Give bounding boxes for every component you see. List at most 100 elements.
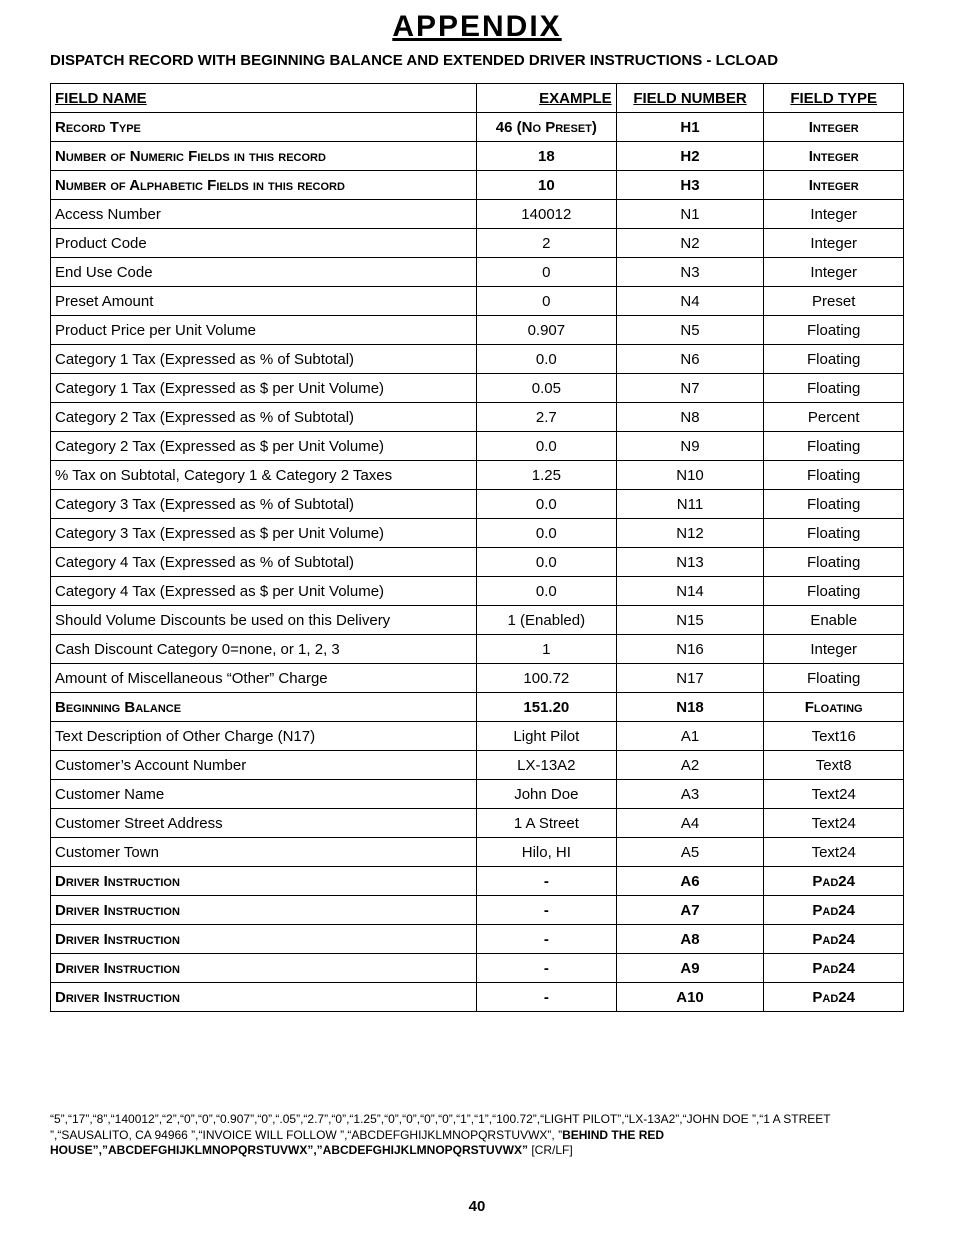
cell-example: Hilo, HI	[477, 838, 617, 867]
cell-type: Floating	[764, 461, 904, 490]
page-title: APPENDIX	[50, 10, 904, 44]
table-row: Should Volume Discounts be used on this …	[51, 606, 904, 635]
cell-name: Category 1 Tax (Expressed as % of Subtot…	[51, 345, 477, 374]
cell-name: Category 2 Tax (Expressed as % of Subtot…	[51, 403, 477, 432]
cell-num: A9	[616, 954, 764, 983]
table-row: Number of Alphabetic Fields in this reco…	[51, 171, 904, 200]
cell-name: Access Number	[51, 200, 477, 229]
cell-num: N10	[616, 461, 764, 490]
cell-num: H1	[616, 113, 764, 142]
cell-type: Floating	[764, 664, 904, 693]
cell-example: 100.72	[477, 664, 617, 693]
cell-num: A1	[616, 722, 764, 751]
cell-num: A5	[616, 838, 764, 867]
table-row: Category 3 Tax (Expressed as $ per Unit …	[51, 519, 904, 548]
cell-name: Product Price per Unit Volume	[51, 316, 477, 345]
cell-example: John Doe	[477, 780, 617, 809]
col-field-type: FIELD TYPE	[764, 84, 904, 113]
cell-type: Text8	[764, 751, 904, 780]
cell-num: N15	[616, 606, 764, 635]
cell-num: N2	[616, 229, 764, 258]
cell-example: 0.907	[477, 316, 617, 345]
cell-type: Pad24	[764, 983, 904, 1012]
table-row: Driver Instruction-A9Pad24	[51, 954, 904, 983]
table-row: Category 3 Tax (Expressed as % of Subtot…	[51, 490, 904, 519]
cell-type: Percent	[764, 403, 904, 432]
table-row: Driver Instruction-A8Pad24	[51, 925, 904, 954]
cell-example: 0.0	[477, 548, 617, 577]
table-row: Product Price per Unit Volume0.907N5Floa…	[51, 316, 904, 345]
cell-name: Category 1 Tax (Expressed as $ per Unit …	[51, 374, 477, 403]
cell-type: Floating	[764, 519, 904, 548]
table-row: Access Number140012N1Integer	[51, 200, 904, 229]
cell-example: 0	[477, 287, 617, 316]
cell-type: Text16	[764, 722, 904, 751]
cell-num: N12	[616, 519, 764, 548]
table-row: Product Code2N2Integer	[51, 229, 904, 258]
cell-name: Driver Instruction	[51, 925, 477, 954]
cell-type: Integer	[764, 635, 904, 664]
table-row: Beginning Balance151.20N18Floating	[51, 693, 904, 722]
cell-num: N11	[616, 490, 764, 519]
table-row: Customer NameJohn DoeA3Text24	[51, 780, 904, 809]
cell-type: Floating	[764, 432, 904, 461]
cell-example: -	[477, 896, 617, 925]
page-subtitle: DISPATCH RECORD WITH BEGINNING BALANCE A…	[50, 52, 904, 69]
cell-type: Floating	[764, 577, 904, 606]
cell-name: Amount of Miscellaneous “Other” Charge	[51, 664, 477, 693]
cell-name: Record Type	[51, 113, 477, 142]
cell-name: Number of Numeric Fields in this record	[51, 142, 477, 171]
cell-example: -	[477, 954, 617, 983]
cell-example: 1 A Street	[477, 809, 617, 838]
cell-num: N14	[616, 577, 764, 606]
cell-example: LX-13A2	[477, 751, 617, 780]
cell-name: % Tax on Subtotal, Category 1 & Category…	[51, 461, 477, 490]
cell-type: Integer	[764, 200, 904, 229]
cell-type: Pad24	[764, 896, 904, 925]
cell-name: Text Description of Other Charge (N17)	[51, 722, 477, 751]
cell-name: End Use Code	[51, 258, 477, 287]
cell-example: 1	[477, 635, 617, 664]
cell-type: Integer	[764, 229, 904, 258]
cell-type: Floating	[764, 374, 904, 403]
cell-name: Customer Town	[51, 838, 477, 867]
cell-example: 140012	[477, 200, 617, 229]
cell-num: A4	[616, 809, 764, 838]
cell-name: Driver Instruction	[51, 983, 477, 1012]
col-example: EXAMPLE	[477, 84, 617, 113]
cell-type: Pad24	[764, 925, 904, 954]
cell-name: Driver Instruction	[51, 896, 477, 925]
cell-name: Category 4 Tax (Expressed as % of Subtot…	[51, 548, 477, 577]
cell-example: 0.0	[477, 577, 617, 606]
cell-type: Enable	[764, 606, 904, 635]
cell-name: Category 4 Tax (Expressed as $ per Unit …	[51, 577, 477, 606]
cell-name: Preset Amount	[51, 287, 477, 316]
table-row: Record Type46 (No Preset)H1Integer	[51, 113, 904, 142]
cell-type: Pad24	[764, 867, 904, 896]
cell-name: Customer’s Account Number	[51, 751, 477, 780]
cell-type: Floating	[764, 490, 904, 519]
cell-type: Floating	[764, 693, 904, 722]
table-row: Cash Discount Category 0=none, or 1, 2, …	[51, 635, 904, 664]
cell-num: N1	[616, 200, 764, 229]
cell-example: 0	[477, 258, 617, 287]
table-row: Category 4 Tax (Expressed as $ per Unit …	[51, 577, 904, 606]
cell-example: 2.7	[477, 403, 617, 432]
cell-num: N9	[616, 432, 764, 461]
cell-num: A7	[616, 896, 764, 925]
cell-num: A10	[616, 983, 764, 1012]
cell-num: N8	[616, 403, 764, 432]
table-row: Category 1 Tax (Expressed as $ per Unit …	[51, 374, 904, 403]
cell-example: 0.0	[477, 519, 617, 548]
table-row: Amount of Miscellaneous “Other” Charge10…	[51, 664, 904, 693]
table-row: Preset Amount0N4Preset	[51, 287, 904, 316]
footer-record-string: “5”,“17”,“8”,“140012”,“2”,“0”,“0”,“0.907…	[50, 1112, 904, 1159]
page-number: 40	[0, 1198, 954, 1215]
cell-name: Customer Street Address	[51, 809, 477, 838]
cell-num: N18	[616, 693, 764, 722]
footer-part1: “5”,“17”,“8”,“140012”,“2”,“0”,“0”,“0.907…	[50, 1112, 830, 1142]
cell-type: Floating	[764, 548, 904, 577]
table-row: % Tax on Subtotal, Category 1 & Category…	[51, 461, 904, 490]
col-field-name: FIELD NAME	[51, 84, 477, 113]
table-row: Customer’s Account NumberLX-13A2A2Text8	[51, 751, 904, 780]
